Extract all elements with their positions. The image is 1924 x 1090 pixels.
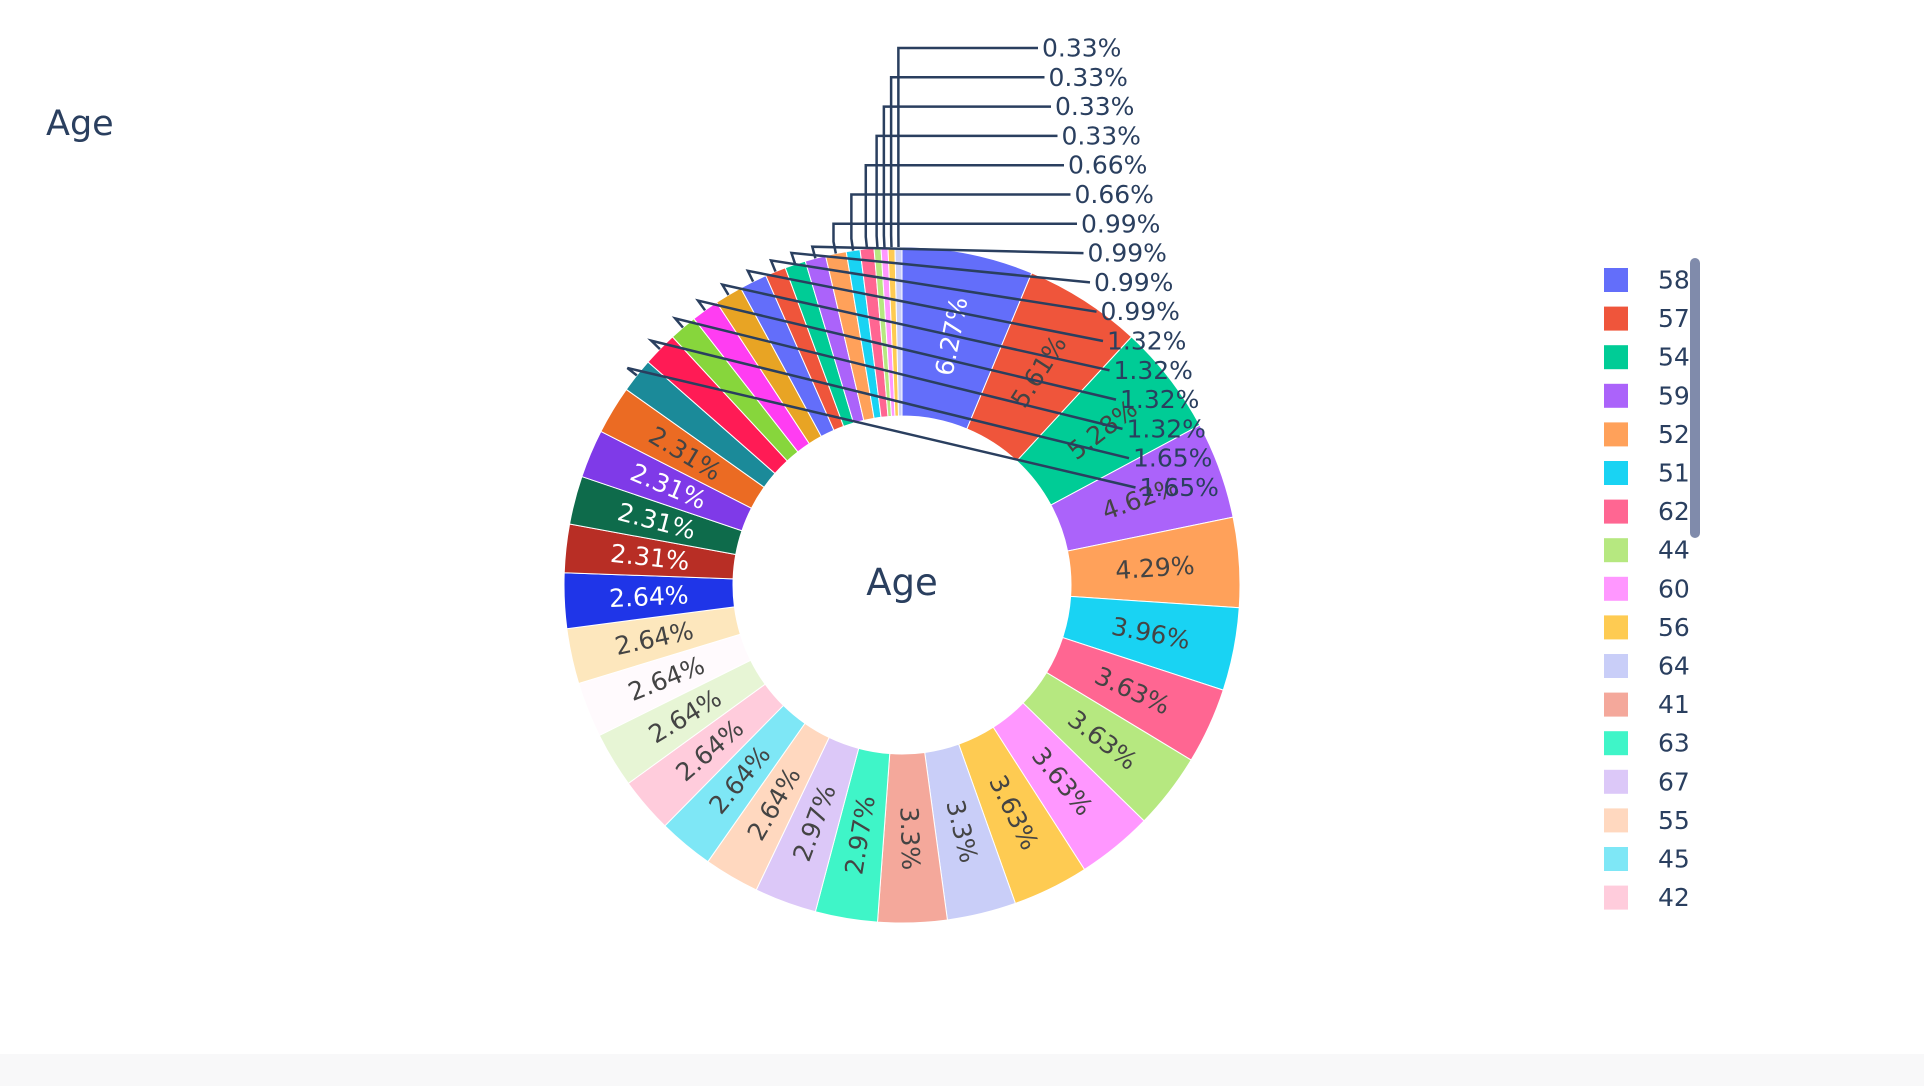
slice-percent-label-outside: 0.99% (1094, 268, 1173, 297)
legend-swatch (1604, 692, 1628, 717)
slice-percent-label-outside: 1.32% (1114, 356, 1193, 385)
slice-percent-label: 2.64% (608, 580, 689, 613)
legend-item[interactable]: 54 (1604, 343, 1690, 372)
leader-line (897, 46, 1038, 248)
slice-percent-label-outside: 0.33% (1062, 121, 1141, 150)
leader-line (875, 134, 1058, 248)
legend-label: 62 (1658, 497, 1690, 526)
legend-item[interactable]: 44 (1604, 536, 1690, 565)
legend: 58 57 54 59 52 51 62 44 60 56 64 41 63 67 55 45 42 (1604, 266, 1690, 912)
legend-label: 41 (1658, 690, 1690, 719)
legend-swatch (1604, 538, 1628, 563)
legend-swatch (1604, 383, 1628, 408)
slice-percent-label-outside: 1.32% (1120, 385, 1199, 414)
slice-percent-label-outside: 0.33% (1042, 34, 1121, 63)
leader-lines-layer (626, 46, 1136, 489)
legend-item[interactable]: 67 (1604, 767, 1690, 796)
legend-item[interactable]: 42 (1604, 883, 1690, 912)
legend-item[interactable]: 45 (1604, 845, 1690, 874)
legend-label: 64 (1658, 652, 1690, 681)
legend-swatch (1604, 654, 1628, 678)
legend-label: 51 (1658, 459, 1690, 488)
legend-item[interactable]: 63 (1604, 729, 1690, 758)
legend-swatch (1604, 885, 1628, 910)
legend-swatch (1604, 615, 1628, 640)
slice-percent-label-outside: 0.99% (1088, 239, 1167, 268)
leader-line (832, 222, 1077, 254)
legend-item[interactable]: 51 (1604, 459, 1690, 488)
leader-line (810, 245, 1084, 259)
leader-line (864, 163, 1064, 249)
legend-label: 42 (1658, 883, 1690, 912)
slice-percent-label: 3.3% (894, 806, 925, 870)
slice-percent-label-outside: 1.32% (1107, 327, 1186, 356)
legend-swatch (1604, 345, 1628, 370)
slice-percent-label-outside: 0.66% (1068, 151, 1147, 180)
slices-layer (563, 246, 1241, 924)
legend-item[interactable]: 41 (1604, 690, 1690, 719)
legend-item[interactable]: 64 (1604, 652, 1690, 681)
legend-label: 44 (1658, 536, 1690, 565)
leader-line (882, 105, 1051, 248)
legend-item[interactable]: 55 (1604, 806, 1690, 835)
slice-percent-label-outside: 0.66% (1075, 180, 1154, 209)
legend-label: 57 (1658, 304, 1690, 333)
leader-line (745, 269, 1104, 343)
legend-swatch (1604, 731, 1628, 756)
bottom-bar (0, 1054, 1924, 1086)
legend-swatch (1604, 461, 1628, 485)
chart-title: Age (46, 104, 114, 144)
legend-swatch (1604, 769, 1628, 794)
legend-label: 52 (1658, 420, 1690, 449)
leader-line (789, 251, 1091, 284)
leader-line (889, 76, 1045, 248)
legend-scrollbar-thumb[interactable] (1690, 258, 1700, 538)
leader-line (626, 366, 1136, 489)
legend-swatch (1604, 499, 1628, 524)
slice-percent-label-outside: 1.65% (1133, 444, 1212, 473)
slice-percent-label: 4.29% (1114, 551, 1195, 585)
legend-swatch (1604, 268, 1628, 292)
legend-item[interactable]: 57 (1604, 304, 1690, 333)
legend-label: 67 (1658, 767, 1690, 796)
leader-line (671, 316, 1123, 431)
legend-item[interactable]: 52 (1604, 420, 1690, 449)
legend-label: 45 (1658, 845, 1690, 874)
legend-swatch (1604, 847, 1628, 871)
legend-label: 54 (1658, 343, 1690, 372)
legend-item[interactable]: 62 (1604, 497, 1690, 526)
donut-center-label: Age (866, 561, 938, 604)
leader-line (850, 193, 1071, 251)
legend-label: 59 (1658, 381, 1690, 410)
legend-swatch (1604, 422, 1628, 447)
legend-swatch (1604, 576, 1628, 601)
leader-line (719, 282, 1110, 372)
legend-item[interactable]: 58 (1604, 266, 1690, 295)
slice-percent-label-outside: 0.99% (1101, 297, 1180, 326)
legend-label: 60 (1658, 574, 1690, 603)
legend-item[interactable]: 59 (1604, 381, 1690, 410)
leader-line (695, 298, 1117, 401)
legend-swatch (1604, 808, 1628, 833)
slice-percent-label-outside: 0.33% (1049, 63, 1128, 92)
legend-item[interactable]: 56 (1604, 613, 1690, 642)
legend-swatch (1604, 306, 1628, 331)
leader-line (647, 338, 1130, 460)
legend-label: 55 (1658, 806, 1690, 835)
legend-item[interactable]: 60 (1604, 574, 1690, 603)
leader-line (769, 258, 1097, 313)
legend-label: 56 (1658, 613, 1690, 642)
legend-label: 63 (1658, 729, 1690, 758)
slice-percent-label-outside: 0.99% (1081, 209, 1160, 238)
slice-percent-label-outside: 0.33% (1055, 92, 1134, 121)
slice-percent-label-outside: 1.65% (1140, 473, 1219, 502)
slice-percent-label-outside: 1.32% (1127, 414, 1206, 443)
legend-label: 58 (1658, 266, 1690, 295)
